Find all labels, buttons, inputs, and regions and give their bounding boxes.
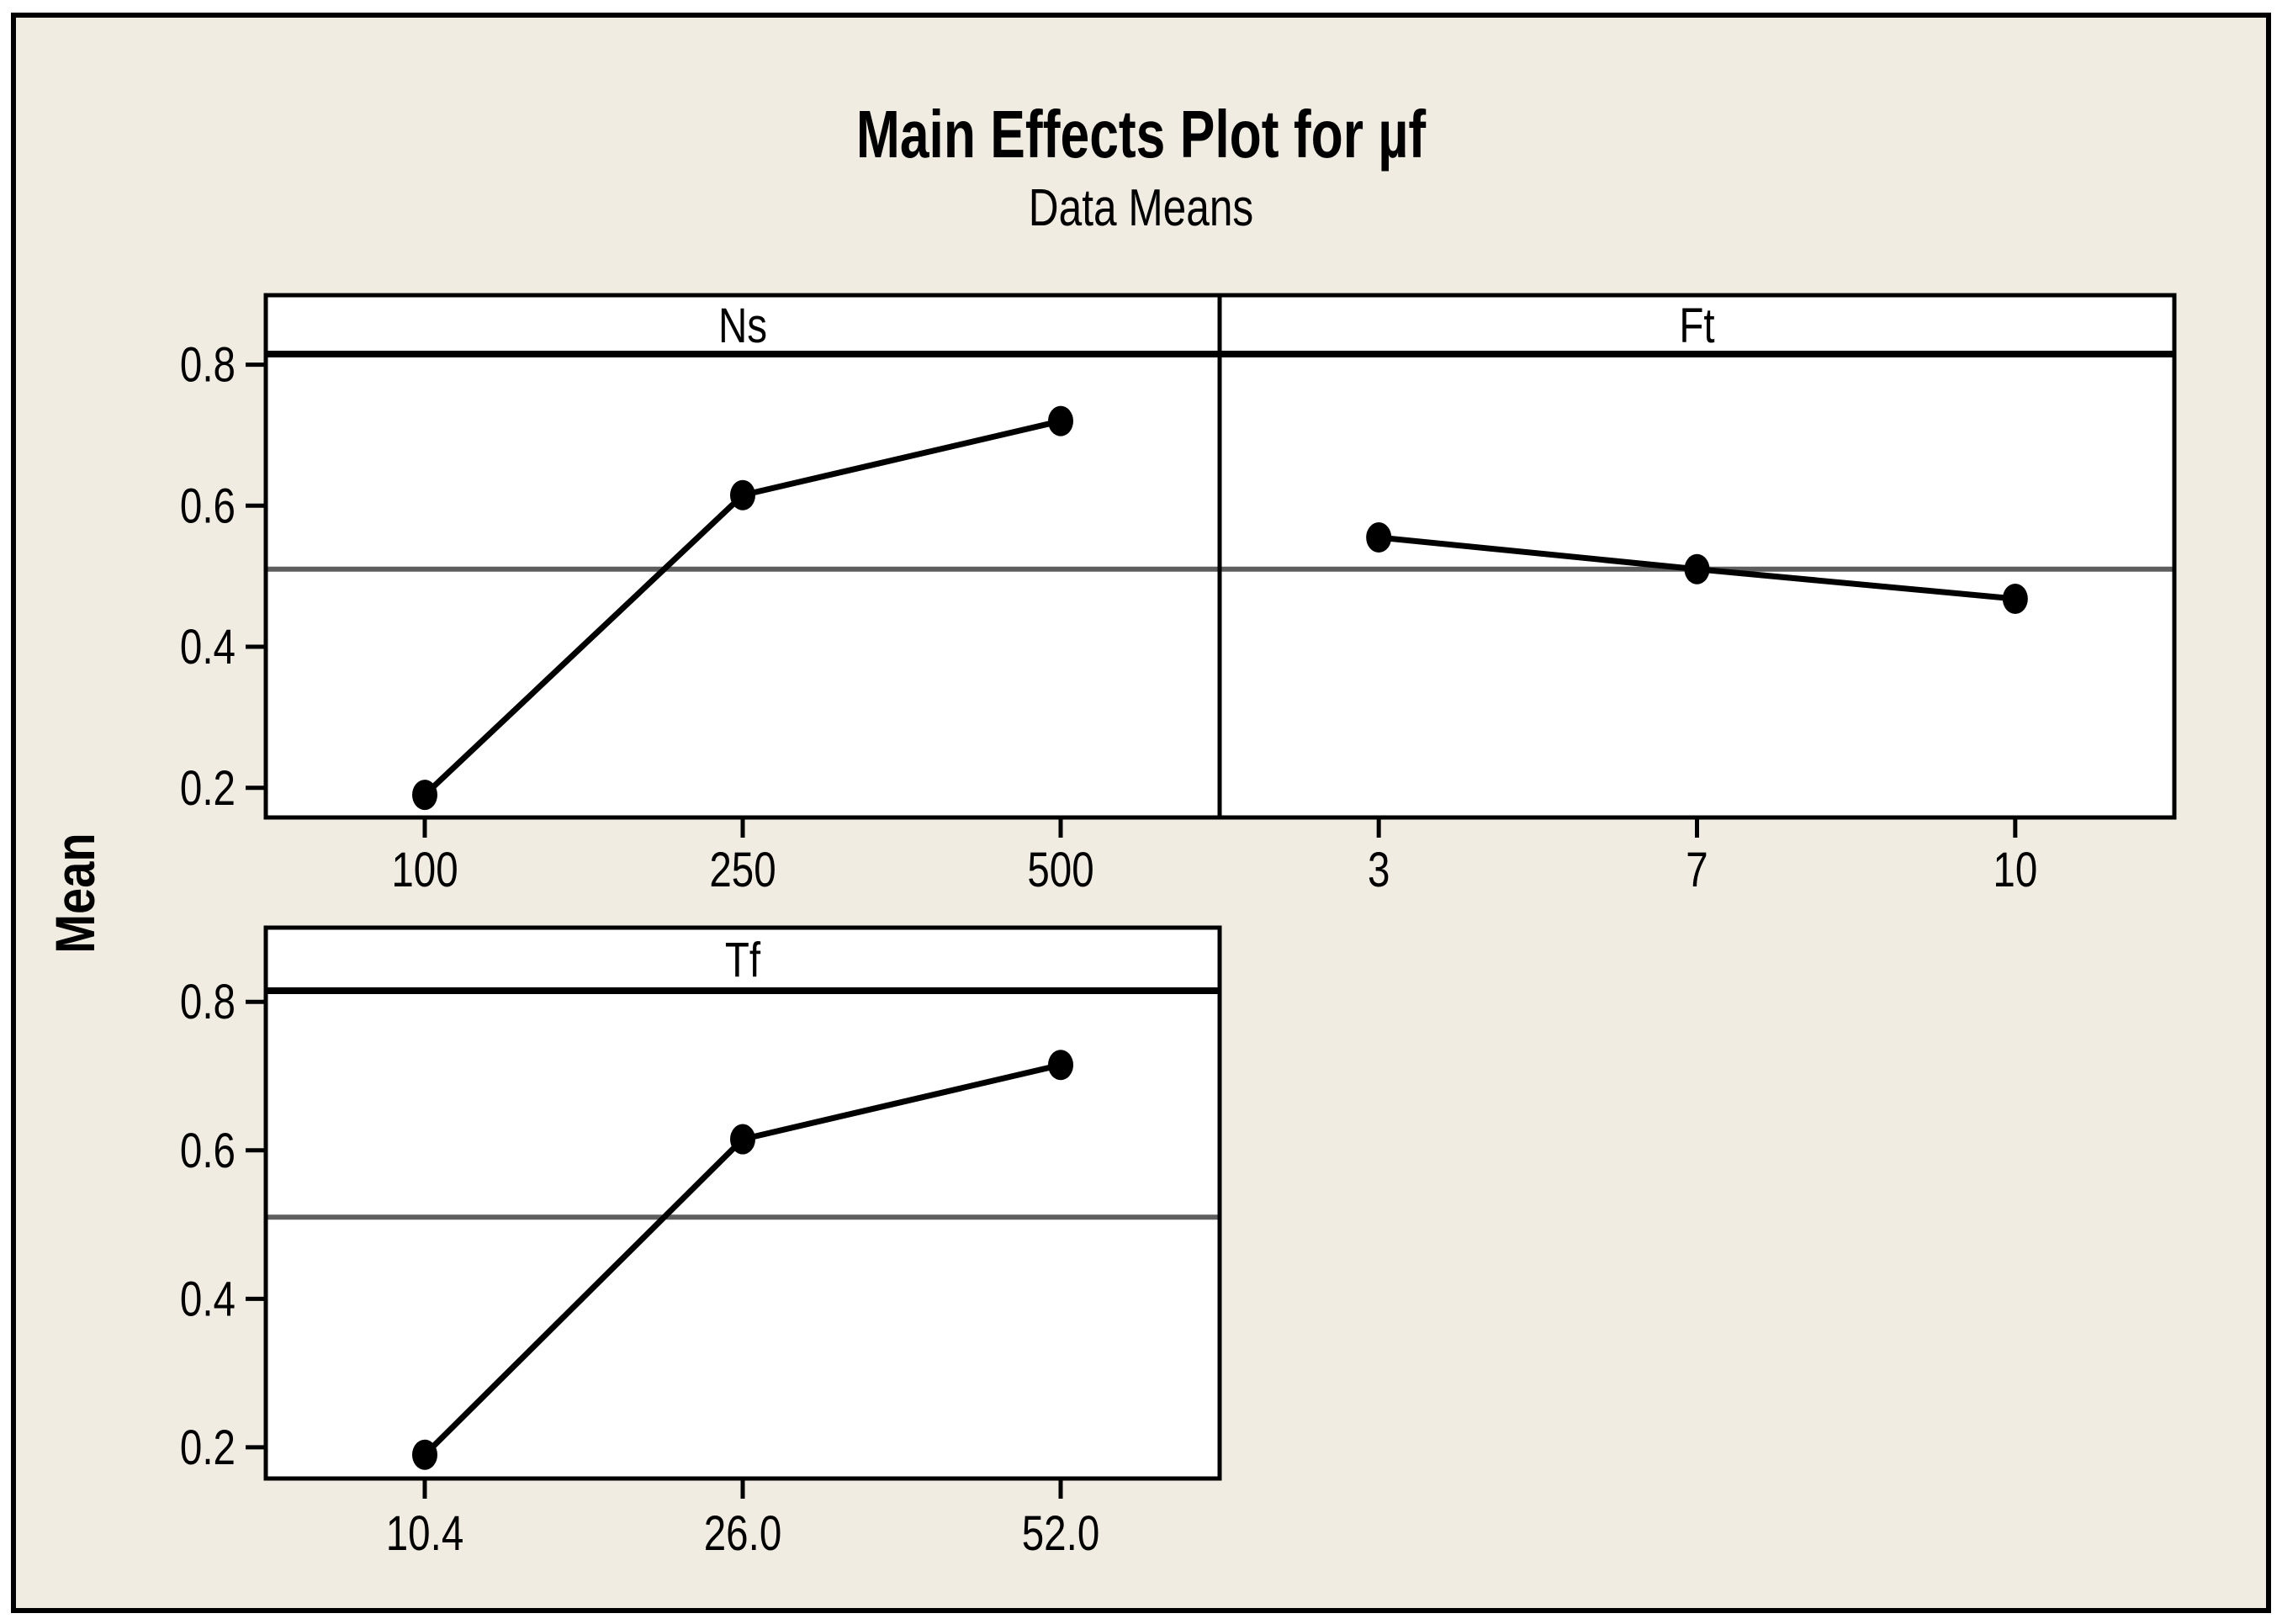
panel-header-Tf-label: Tf: [725, 934, 760, 988]
y-axis-title-label: Mean: [45, 833, 106, 953]
x-tick-label-Ft-7: 7: [1686, 844, 1708, 898]
data-point-Ns-250: [730, 479, 755, 510]
data-point-Tf-52.0: [1048, 1050, 1073, 1081]
x-tick-label-Ns-250-label: 250: [709, 844, 776, 898]
x-tick-label-Ft-3-label: 3: [1368, 844, 1390, 898]
y-tick-label-0.2-label: 0.2: [180, 1421, 236, 1476]
panel-Ns: Ns 100 250 500 0.2 0.4 0.6 0.8: [180, 293, 1222, 898]
y-tick-label-0.4: 0.4: [180, 621, 236, 675]
panel-header-Ns: Ns: [718, 299, 767, 354]
x-tick-label-Ns-100-label: 100: [391, 844, 458, 898]
panel-header-Ft-label: Ft: [1679, 299, 1714, 354]
y-tick-label-0.8-label: 0.8: [180, 338, 236, 393]
data-point-Ns-100: [412, 780, 437, 811]
y-tick-label-0.2-label: 0.2: [180, 761, 236, 816]
y-tick-label-0.8: 0.8: [180, 338, 236, 393]
y-tick-label-0.8: 0.8: [180, 976, 236, 1030]
chart-subtitle: Data Means: [1028, 179, 1254, 237]
x-tick-label-Tf-26.0-label: 26.0: [704, 1507, 782, 1562]
x-tick-label-Ns-100: 100: [391, 844, 458, 898]
panel-Tf: Tf 10.4 26.0 52.0 0.2 0.4 0.6 0.8: [180, 925, 1222, 1562]
data-point-Tf-10.4: [412, 1439, 437, 1470]
x-tick-label-Ns-500-label: 500: [1027, 844, 1093, 898]
chart-title: Main Effects Plot for µf: [855, 97, 1427, 172]
x-tick-label-Ft-10: 10: [1993, 844, 2037, 898]
panel-bg-Tf: [266, 928, 1220, 1479]
data-point-Tf-26.0: [730, 1124, 755, 1155]
x-tick-label-Ns-500: 500: [1027, 844, 1093, 898]
panel-bg-Ns: [266, 295, 1220, 817]
y-tick-label-0.6-label: 0.6: [180, 479, 236, 534]
x-tick-label-Ns-250: 250: [709, 844, 776, 898]
x-tick-label-Tf-10.4: 10.4: [386, 1507, 464, 1562]
y-tick-label-0.6-label: 0.6: [180, 1124, 236, 1178]
y-tick-label-0.6: 0.6: [180, 479, 236, 534]
data-point-Ns-500: [1048, 405, 1073, 436]
y-axis-title: Mean: [45, 833, 106, 953]
x-tick-label-Tf-10.4-label: 10.4: [386, 1507, 464, 1562]
y-tick-label-0.8-label: 0.8: [180, 976, 236, 1030]
x-tick-label-Tf-52.0-label: 52.0: [1022, 1507, 1100, 1562]
x-tick-label-Ft-10-label: 10: [1993, 844, 2037, 898]
x-tick-label-Ft-3: 3: [1368, 844, 1390, 898]
data-point-Ft-3: [1366, 522, 1392, 553]
data-point-Ft-7: [1684, 553, 1710, 585]
data-point-Ft-10: [2002, 584, 2028, 615]
x-tick-label-Ft-7-label: 7: [1686, 844, 1708, 898]
x-tick-label-Tf-52.0: 52.0: [1022, 1507, 1100, 1562]
x-tick-label-Tf-26.0: 26.0: [704, 1507, 782, 1562]
y-tick-label-0.6: 0.6: [180, 1124, 236, 1178]
y-tick-label-0.4: 0.4: [180, 1272, 236, 1327]
panel-header-Tf: Tf: [725, 934, 760, 988]
y-tick-label-0.2: 0.2: [180, 1421, 236, 1476]
panel-header-Ft: Ft: [1679, 299, 1714, 354]
y-tick-label-0.2: 0.2: [180, 761, 236, 816]
panel-header-Ns-label: Ns: [718, 299, 767, 354]
panel-Ft: Ft 3 7 10: [1217, 293, 2177, 898]
y-tick-label-0.4-label: 0.4: [180, 1272, 236, 1327]
y-tick-label-0.4-label: 0.4: [180, 621, 236, 675]
